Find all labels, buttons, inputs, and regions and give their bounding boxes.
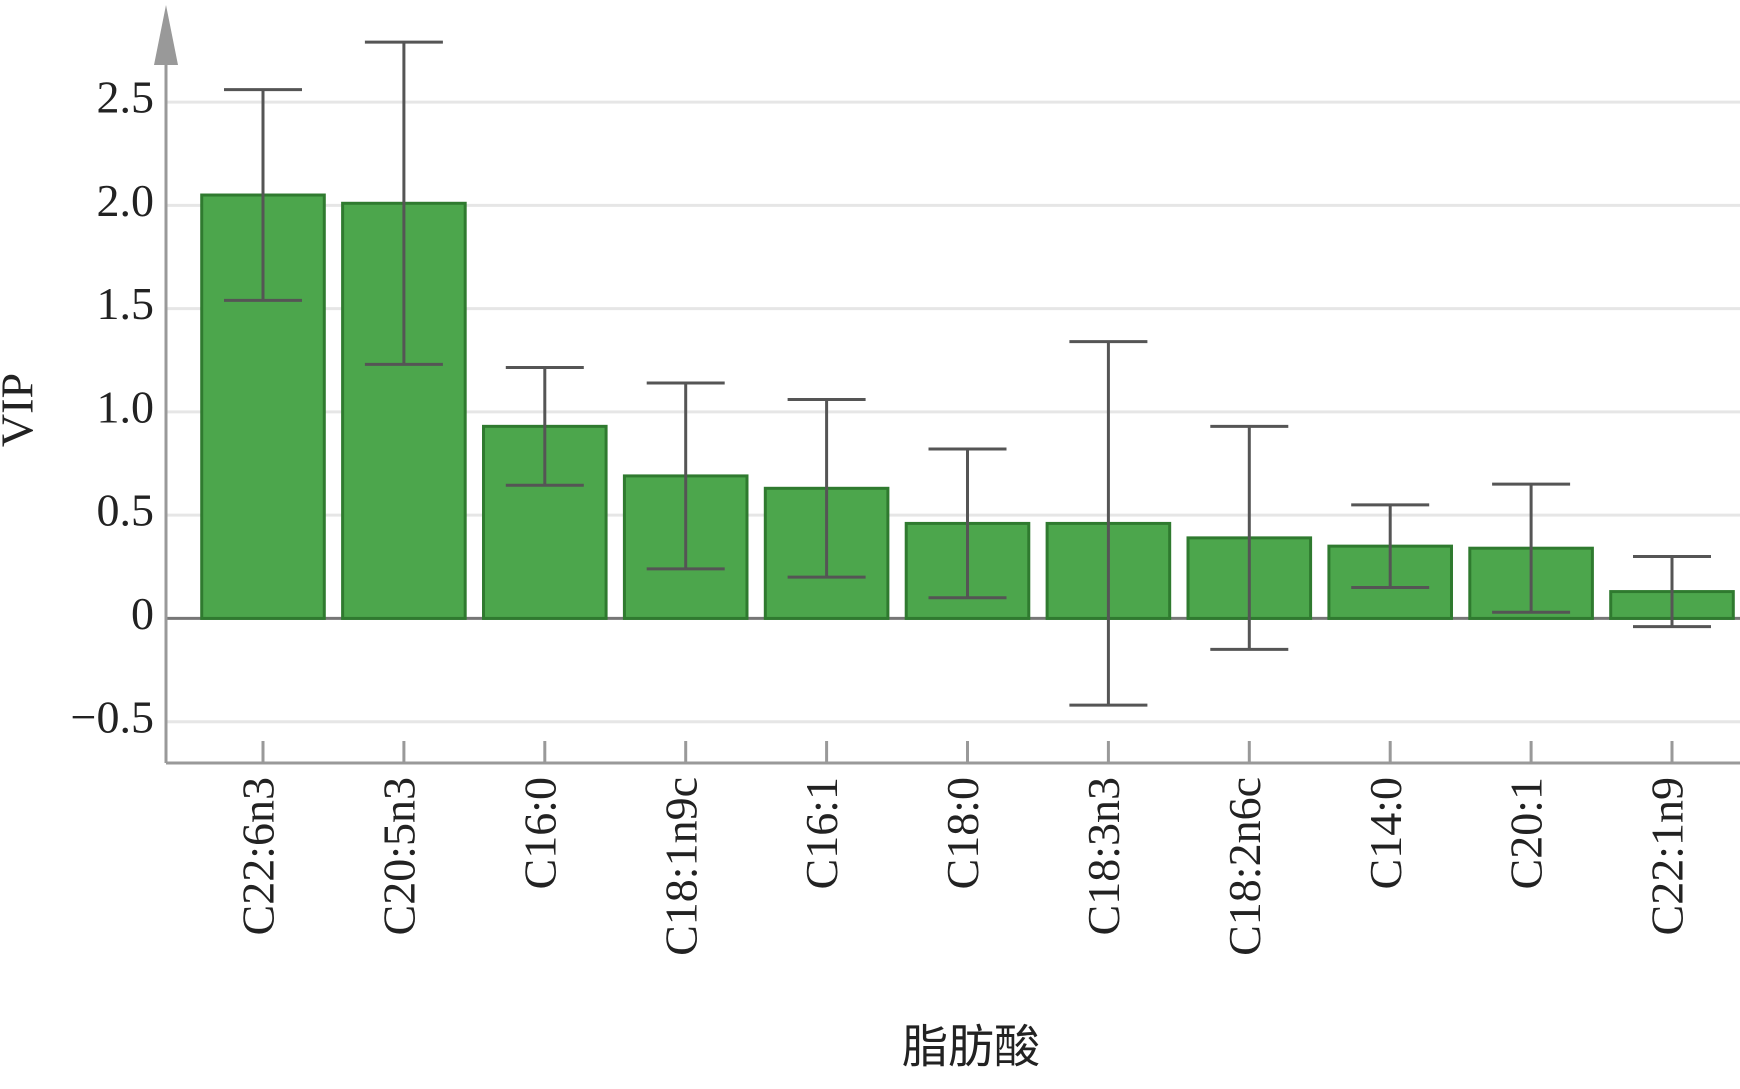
error-bar [1210,424,1289,651]
error-bar [1351,503,1430,589]
x-tick-label: C18:2n6c [1219,777,1270,956]
error-bar [224,88,302,302]
x-tick-label: C18:0 [937,777,988,889]
x-tick-label: C16:0 [514,777,565,889]
x-tick-label: C16:1 [796,777,847,889]
y-tick-label: 2.5 [97,72,155,123]
x-tick-label: C18:3n3 [1078,777,1129,935]
error-bar [1492,482,1571,614]
x-tick-label: C14:0 [1360,777,1411,889]
x-tick-label: C20:5n3 [373,777,424,935]
y-axis-title: VIP [0,373,43,447]
error-bar [1633,554,1711,629]
x-axis-title: 脂肪酸 [902,1022,1040,1073]
y-tick-label: 2.0 [97,175,155,226]
error-bar [787,397,866,579]
x-tick-label: C22:6n3 [233,777,284,935]
y-tick-label: 0 [131,588,154,639]
error-bar [364,40,443,366]
error-bar [1069,340,1148,707]
y-axis-arrow [154,5,178,65]
y-tick-label: 1.5 [97,278,155,329]
y-tick-label: 0.5 [97,485,155,536]
x-tick-label: C18:1n9c [655,777,706,956]
y-tick-label: 1.0 [97,381,155,432]
x-tick-label: C20:1 [1501,777,1552,889]
y-tick-label: −0.5 [71,691,154,742]
error-bar [928,447,1007,600]
x-tick-label: C22:1n9 [1642,777,1693,935]
error-bar [505,365,584,487]
error-bar [646,381,725,571]
